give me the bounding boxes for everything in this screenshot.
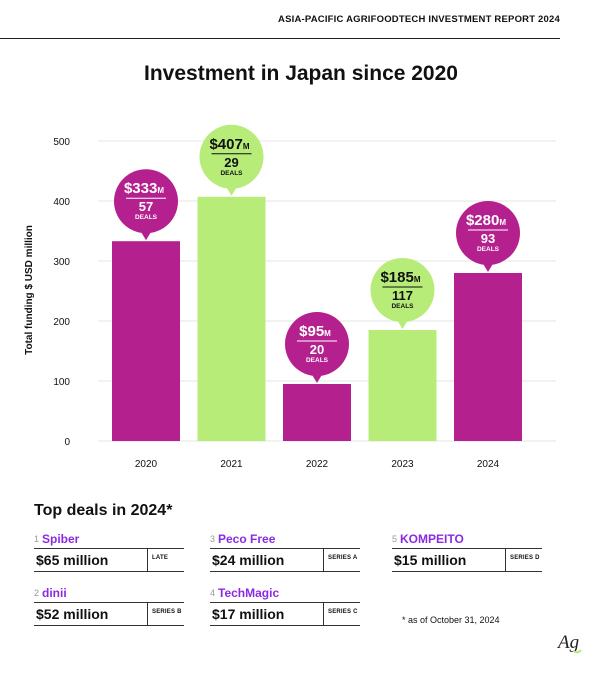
deal-amount: $65 million	[36, 552, 109, 568]
deal-divider	[505, 549, 506, 571]
x-tick-label: 2022	[306, 459, 329, 470]
y-tick-labels: 0 100 200 300 400 500	[53, 137, 70, 448]
bar-chart: Total funding $ USD million 0 100 200 300 40…	[24, 124, 556, 470]
deal-card: 3 Peco Free $24 million SERIES A	[210, 532, 360, 572]
bubble-unit: M	[414, 275, 421, 284]
header-divider	[0, 38, 560, 39]
bubble-deals-word: DEALS	[477, 246, 500, 253]
y-tick-label: 100	[53, 377, 70, 388]
deal-card: 2 dinii $52 million SERIES B	[34, 586, 184, 626]
svg-text:Ag: Ag	[556, 632, 579, 653]
bubble-circle	[114, 169, 178, 234]
deal-divider	[323, 549, 324, 571]
bubble-amount: $185M	[380, 269, 420, 286]
deal-divider	[147, 603, 148, 625]
y-tick-label: 0	[64, 437, 70, 448]
ag-logo-icon: Ag	[556, 632, 582, 654]
bubble-circle	[285, 312, 349, 376]
deal-stage: SERIES D	[510, 555, 540, 561]
deal-company: Spiber	[42, 532, 80, 546]
deal-amount: $17 million	[212, 606, 285, 622]
x-tick-label: 2023	[391, 459, 414, 470]
deal-stage: SERIES B	[152, 609, 182, 615]
deal-company: TechMagic	[218, 586, 280, 600]
deal-amount: $24 million	[212, 552, 285, 568]
bubble-unit: M	[157, 186, 164, 195]
footnote: * as of October 31, 2024	[402, 615, 500, 625]
chart-title: Investment in Japan since 2020	[144, 62, 458, 85]
top-deals-title: Top deals in 2024*	[34, 502, 173, 519]
report-header: ASIA-PACIFIC AGRIFOODTECH INVESTMENT REP…	[278, 14, 560, 25]
deal-amount: $15 million	[394, 552, 467, 568]
deal-company: dinii	[42, 586, 67, 600]
bubble-deals-word: DEALS	[391, 303, 414, 310]
bubble-deal-count: 57	[139, 199, 153, 214]
deal-rank: 5	[392, 534, 398, 544]
deal-stage: SERIES C	[328, 609, 358, 615]
bubble-amount: $280M	[466, 212, 506, 229]
deal-card: 5 KOMPEITO $15 million SERIES D	[392, 532, 542, 572]
bubble-unit: M	[324, 329, 331, 338]
bubble-deals-word: DEALS	[306, 357, 329, 364]
y-tick-label: 300	[53, 257, 70, 268]
x-tick-label: 2024	[477, 459, 500, 470]
deal-card: 4 TechMagic $17 million SERIES C	[210, 586, 360, 626]
deal-divider	[323, 603, 324, 625]
bar	[197, 196, 266, 441]
y-axis-label: Total funding $ USD million	[24, 225, 35, 355]
bubble-amount: $333M	[124, 180, 164, 197]
bubble-deal-count: 93	[481, 231, 495, 246]
bubble-unit: M	[499, 218, 506, 227]
bubble-unit: M	[243, 142, 250, 151]
x-tick-label: 2021	[220, 459, 243, 470]
bubble-deal-count: 29	[224, 155, 238, 170]
bar	[283, 384, 351, 441]
bubble-circle	[370, 258, 435, 322]
bubble-amount: $95M	[299, 323, 331, 340]
bubble-circle	[199, 124, 264, 189]
bubble-deals-word: DEALS	[135, 214, 158, 221]
deal-card: 1 Spiber $65 million LATE	[34, 532, 184, 572]
bars	[112, 196, 522, 441]
bubble-deals-word: DEALS	[220, 170, 243, 177]
bar	[454, 273, 522, 441]
y-tick-label: 400	[53, 197, 70, 208]
deal-company: KOMPEITO	[400, 532, 464, 546]
bubble-deal-count: 117	[392, 288, 413, 303]
deal-company: Peco Free	[218, 532, 276, 546]
bar	[112, 241, 180, 441]
deal-rank: 3	[210, 534, 216, 544]
bubble-deal-count: 20	[310, 342, 324, 357]
deal-stage: SERIES A	[328, 555, 358, 561]
value-bubbles: $333M57DEALS$407M29DEALS$95M20DEALS$185M…	[114, 124, 520, 383]
bar	[368, 330, 437, 441]
deal-divider	[147, 549, 148, 571]
deal-amount: $52 million	[36, 606, 109, 622]
x-tick-labels: 2020 2021 2022 2023 2024	[135, 459, 500, 470]
y-tick-label: 200	[53, 317, 70, 328]
deal-rank: 1	[34, 534, 40, 544]
deal-stage: LATE	[152, 555, 169, 561]
bubble-circle	[456, 201, 520, 265]
bubble-amount: $407M	[209, 136, 249, 153]
x-tick-label: 2020	[135, 459, 158, 470]
deal-rank: 4	[210, 588, 216, 598]
deal-rank: 2	[34, 588, 40, 598]
y-tick-label: 500	[53, 137, 70, 148]
